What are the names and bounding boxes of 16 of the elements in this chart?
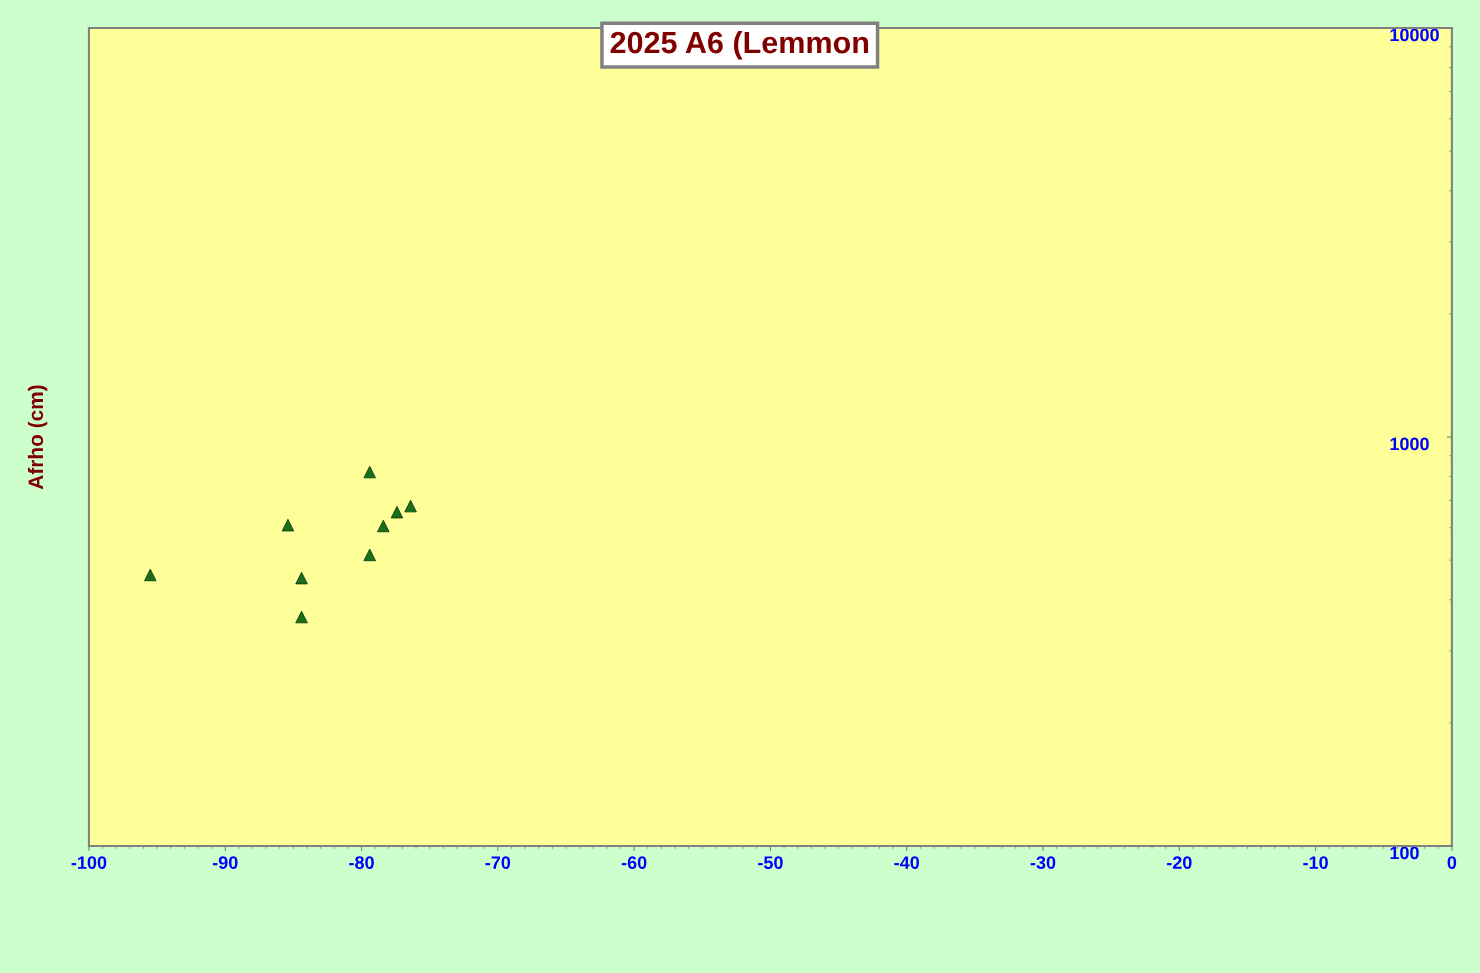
- x-tick-label: -100: [71, 856, 107, 870]
- x-tick-label: -20: [1166, 856, 1192, 870]
- y-tick-label: 1000: [1390, 437, 1429, 451]
- y-tick-label: 100: [1390, 846, 1419, 860]
- x-tick-label: 0: [1447, 856, 1457, 870]
- x-tick-label: -60: [621, 856, 647, 870]
- x-tick-label: -30: [1030, 856, 1056, 870]
- x-tick-label: -80: [349, 856, 374, 870]
- x-tick-label: -10: [1303, 856, 1328, 870]
- x-tick-label: -70: [485, 856, 511, 870]
- chart-title: 2025 A6 (Lemmon: [610, 30, 869, 60]
- x-tick-label: -90: [212, 856, 238, 870]
- y-tick-label: 10000: [1390, 28, 1439, 42]
- x-tick-label: -40: [894, 856, 920, 870]
- x-tick-label: -50: [758, 856, 783, 870]
- y-axis-title: Afrho (cm): [27, 385, 48, 490]
